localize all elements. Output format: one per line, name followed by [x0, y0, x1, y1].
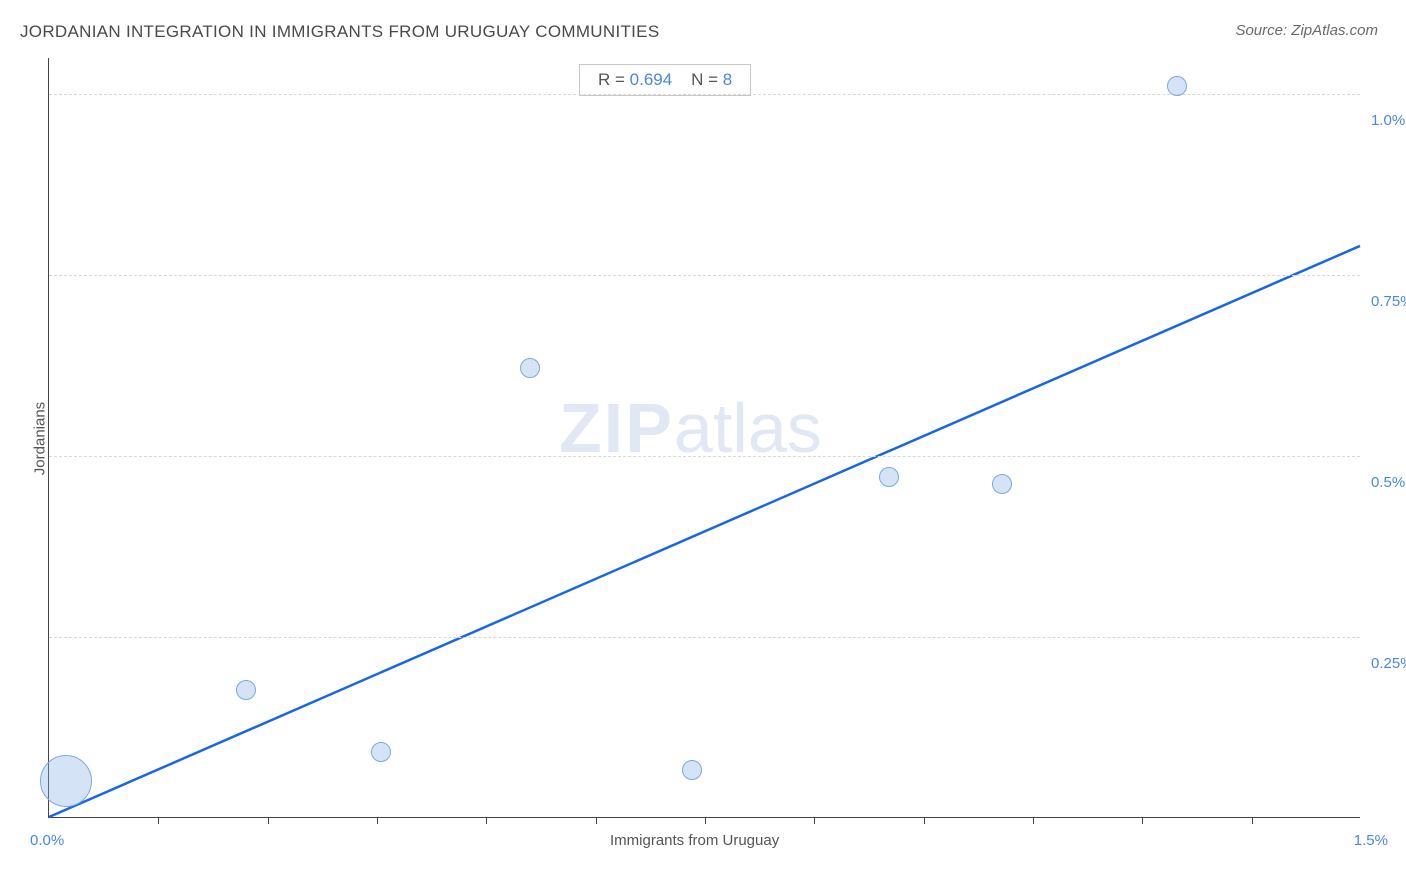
gridline-h — [49, 637, 1360, 638]
chart-svg — [49, 58, 1360, 817]
y-tick-label: 1.0% — [1371, 112, 1405, 129]
plot-area: ZIPatlas R = 0.694 N = 8 0.25%0.5%0.75%1… — [48, 58, 1360, 818]
x-tick — [1252, 817, 1253, 824]
x-tick — [486, 817, 487, 824]
x-tick — [924, 817, 925, 824]
scatter-point — [236, 680, 256, 700]
r-value: 0.694 — [630, 70, 673, 89]
x-tick — [705, 817, 706, 824]
y-tick-label: 0.25% — [1371, 655, 1406, 672]
chart-title: JORDANIAN INTEGRATION IN IMMIGRANTS FROM… — [20, 22, 659, 42]
scatter-point — [1167, 76, 1187, 96]
scatter-point — [40, 755, 92, 807]
n-label: N = — [691, 70, 718, 89]
x-tick — [158, 817, 159, 824]
x-origin-label: 0.0% — [30, 832, 64, 849]
source-attribution: Source: ZipAtlas.com — [1235, 22, 1378, 39]
x-tick — [268, 817, 269, 824]
n-value: 8 — [723, 70, 732, 89]
trendline — [49, 246, 1360, 817]
x-tick — [1142, 817, 1143, 824]
scatter-point — [371, 742, 391, 762]
x-tick — [814, 817, 815, 824]
gridline-h — [49, 456, 1360, 457]
scatter-point — [520, 358, 540, 378]
y-axis-label: Jordanians — [32, 389, 49, 489]
x-tick — [377, 817, 378, 824]
scatter-point — [992, 474, 1012, 494]
r-label: R = — [598, 70, 625, 89]
y-tick-label: 0.5% — [1371, 474, 1405, 491]
x-tick — [1033, 817, 1034, 824]
x-axis-label: Immigrants from Uruguay — [610, 832, 779, 849]
x-max-label: 1.5% — [1354, 832, 1388, 849]
stats-box: R = 0.694 N = 8 — [579, 64, 751, 96]
scatter-point — [682, 760, 702, 780]
gridline-h — [49, 275, 1360, 276]
y-tick-label: 0.75% — [1371, 293, 1406, 310]
gridline-h — [49, 94, 1360, 95]
x-tick — [596, 817, 597, 824]
scatter-point — [879, 467, 899, 487]
